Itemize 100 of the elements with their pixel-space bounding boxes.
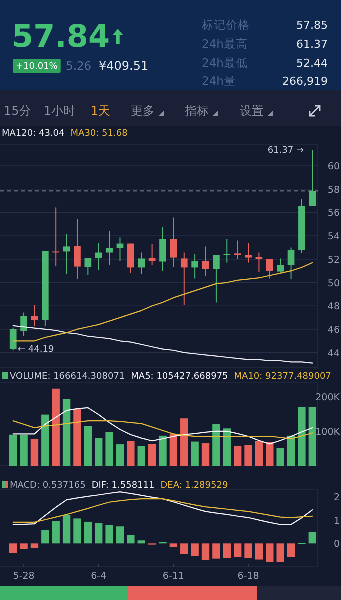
x-tick-label: 5-28 [13,571,35,582]
text: MA30: 51.68 [70,129,128,139]
annotation: ← 44.19 [18,345,54,355]
bar [266,442,274,466]
candlestick [213,254,220,304]
bar [170,434,178,466]
text: 5.26 [66,59,92,73]
bar [30,439,39,466]
bar [244,445,252,466]
line-series [12,407,314,445]
y-tick-label: 2 [334,492,340,504]
bar [62,399,71,466]
bar [234,446,242,466]
bar [127,441,135,466]
bar [170,544,178,548]
y-tick-label: 1 [334,516,340,527]
candlestick [20,312,28,337]
candlestick [63,234,70,275]
line-series [12,492,314,526]
candlestick [256,252,263,273]
y-tick-label: 60 [328,162,340,173]
bar [9,434,18,466]
bar [116,444,124,466]
text: 266,919 [282,75,328,88]
line-series [12,420,314,440]
annotation: 61.37 → [268,146,304,156]
y-tick-label: 54 [328,232,340,243]
candlestick [202,246,210,277]
y-tick-label: 0 [334,539,340,550]
bar [287,544,296,558]
y-tick-label: 48 [328,302,340,313]
candlestick [266,258,274,280]
text: 57.84 [12,19,110,55]
x-tick-label: 6-4 [91,571,107,582]
y-tick-label: 100K [316,426,341,438]
bar [52,521,60,544]
candlestick [128,243,134,274]
legend-label: VOLUME: 166614.308071 [10,372,126,382]
text: 24h最低 [202,56,248,70]
bar [298,407,306,466]
bar [255,544,264,560]
text: 61.37 [296,38,328,51]
series-label: DIF: 1.558111 [92,481,155,491]
bar [138,540,146,544]
text: 设置 [240,104,264,118]
candlestick [170,217,178,268]
bar [223,544,231,558]
candlestick [180,252,188,306]
candlestick [31,304,38,327]
y-tick-label: 56 [328,208,340,220]
x-tick-label: 6-18 [238,571,260,582]
candlestick [116,237,124,262]
y-tick-label: 44 [328,348,340,360]
text: 52.44 [296,57,328,70]
bar [62,515,71,544]
text: 57.85 [296,19,328,32]
text: 24h量 [202,74,236,88]
candlestick [10,327,17,352]
legend-label: MACD: 0.537165 [10,481,86,491]
text: MA10: 92377.489007 [234,372,332,382]
bar [276,544,284,562]
text: 指标 [184,104,209,118]
bar [74,518,82,544]
text: 1小时 [44,104,76,118]
bar [212,544,220,559]
candlestick [288,247,295,280]
bar [287,436,296,466]
bar [84,426,92,466]
bar [138,446,146,466]
bar [308,532,317,544]
y-tick-label: 50 [328,278,340,290]
text: MA120: 43.04 [2,129,66,139]
bar [180,418,188,466]
bar [42,530,50,544]
y-tick-label: 58 [328,184,340,196]
y-tick-label: 200K [316,392,341,404]
bar [159,436,167,466]
y-tick-label: 46 [328,324,340,336]
candlestick [84,258,92,276]
bar [127,536,135,544]
bar [84,522,92,544]
line-series [12,498,314,523]
candlestick [95,242,102,271]
x-tick-label: 6-11 [162,571,184,582]
candlestick [245,242,252,264]
bar [95,523,103,544]
candlestick [234,240,242,260]
candlestick [74,218,81,280]
line-series [12,262,314,342]
candlestick [52,207,60,267]
y-tick-label: 52 [328,254,340,266]
bar [308,407,317,466]
bar [191,442,199,466]
bar [202,544,210,560]
bar [20,544,28,550]
bar [52,388,60,466]
text: +10.01% [16,62,58,72]
candlestick [224,238,231,264]
text: ¥409.51 [99,59,149,73]
candlestick [192,254,198,280]
